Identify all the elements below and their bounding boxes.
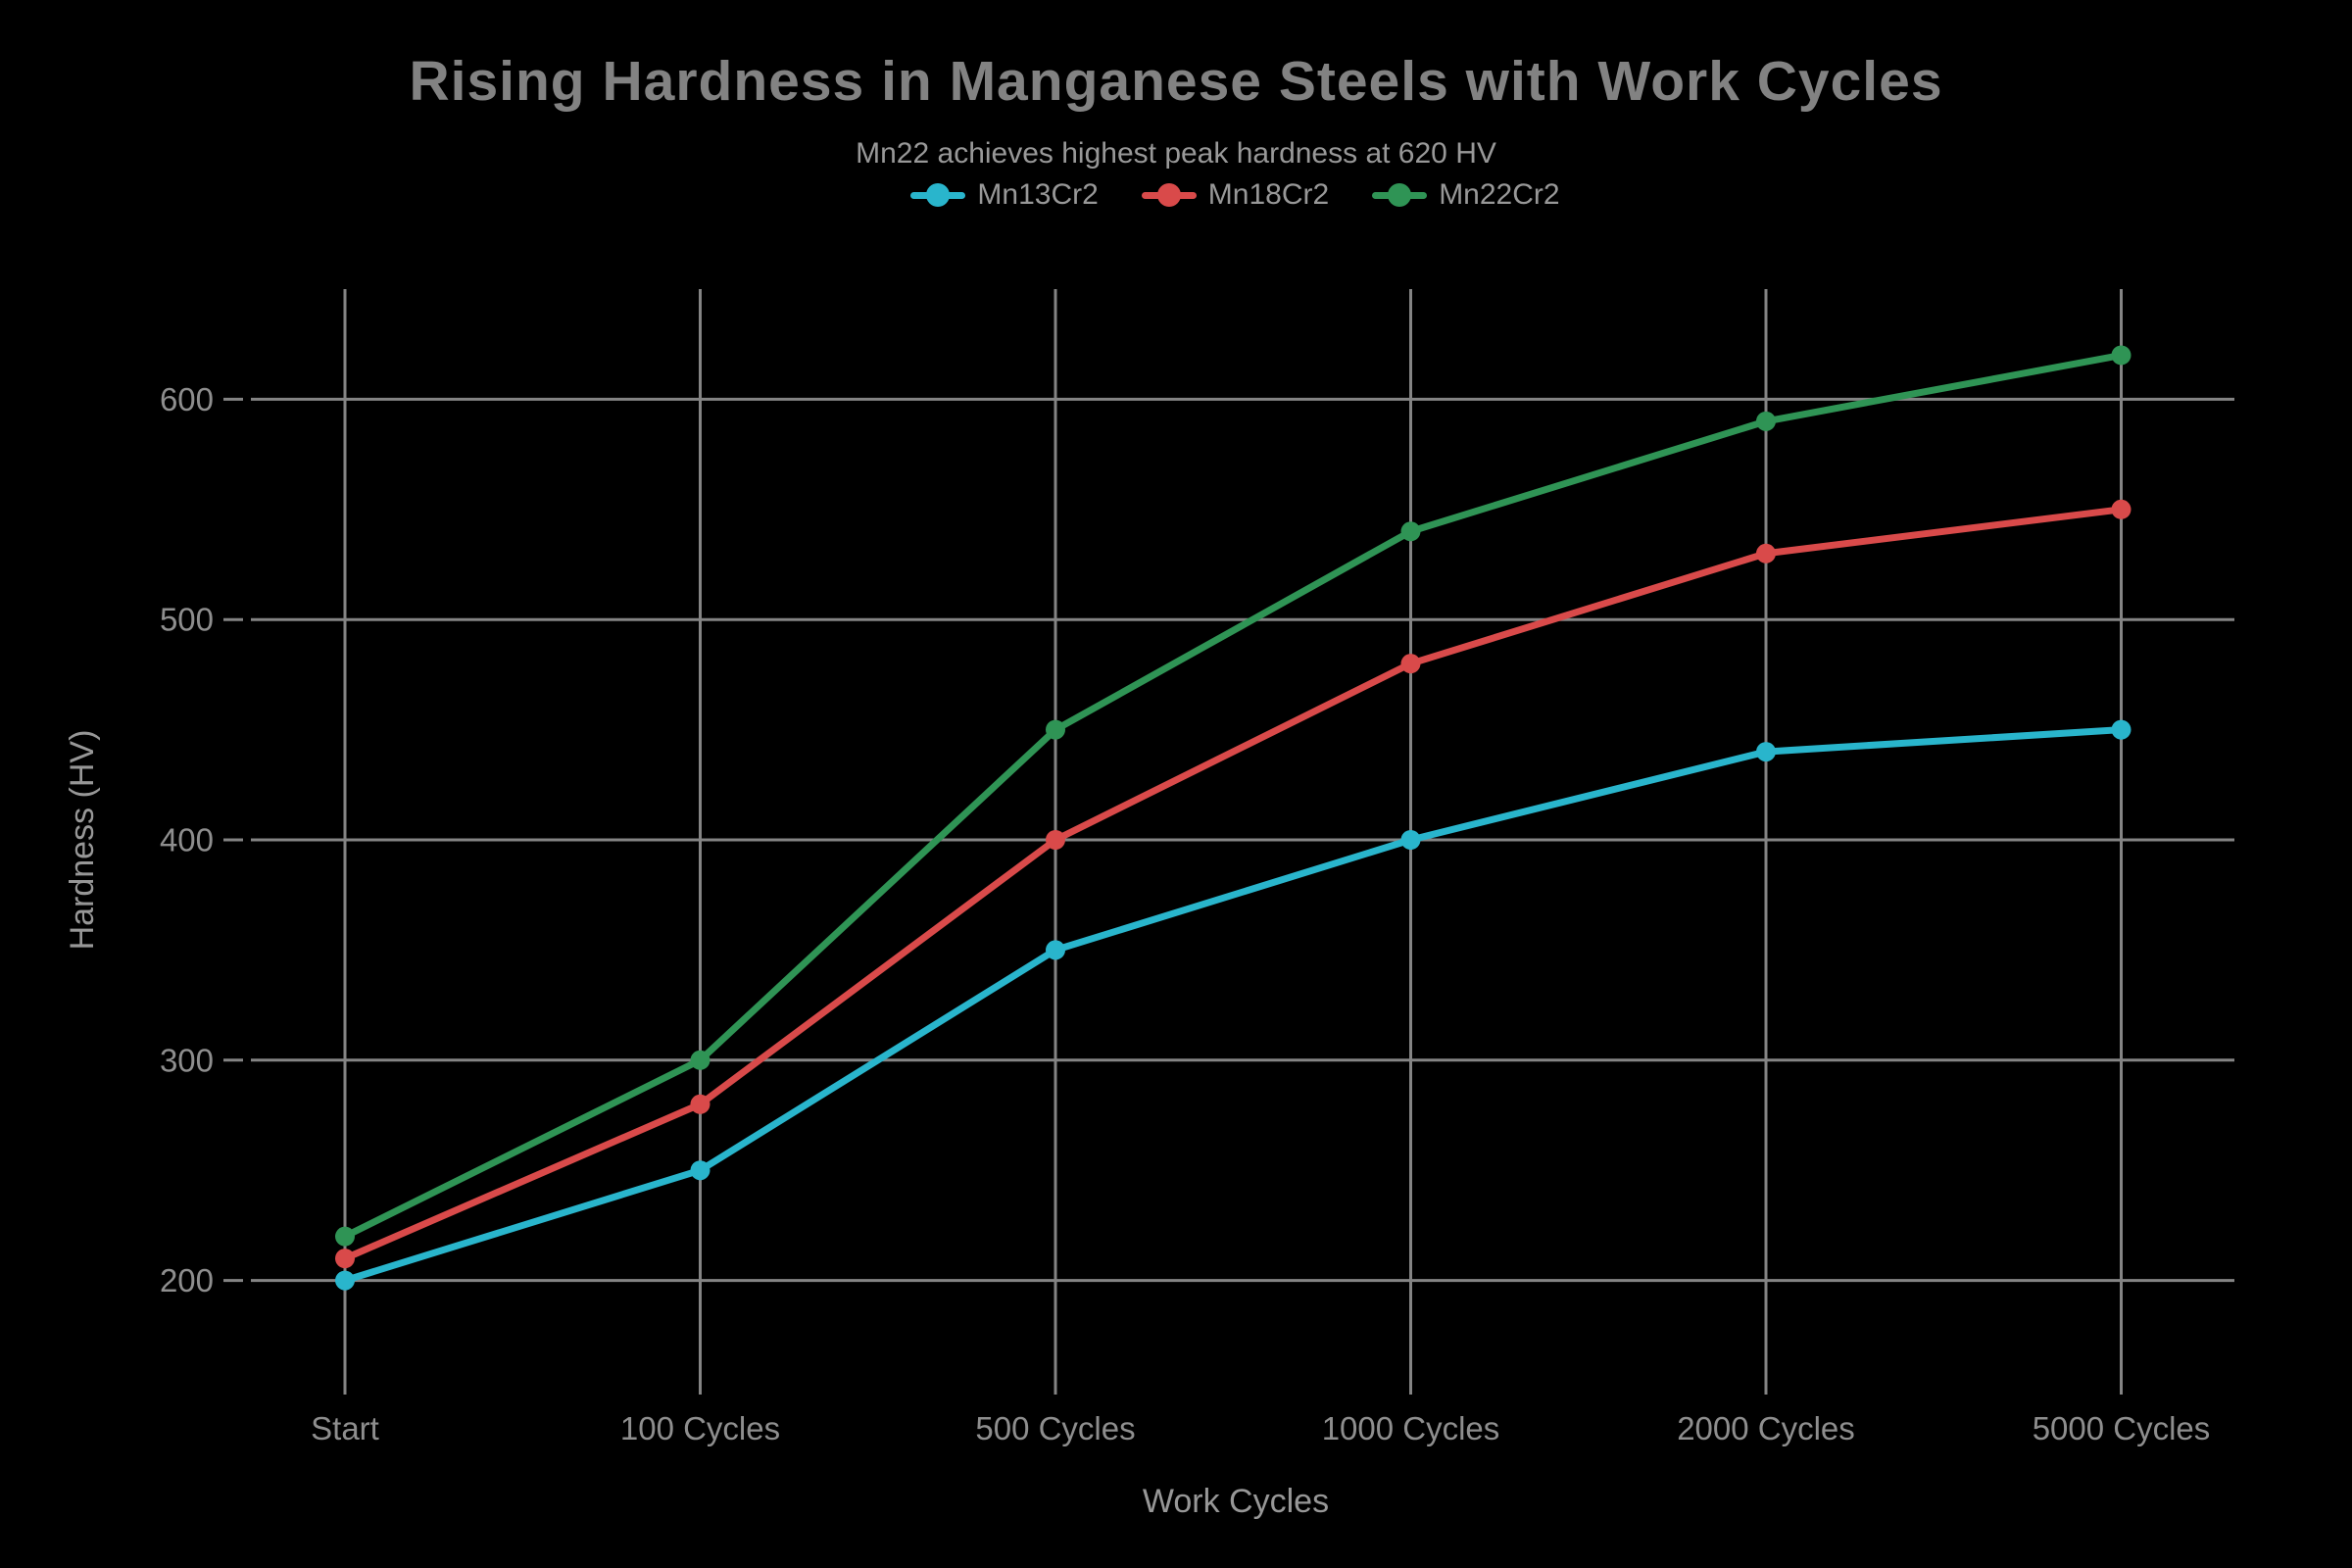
x-tick-label: 1000 Cycles (1322, 1410, 1500, 1446)
x-tick-label: 500 Cycles (975, 1410, 1135, 1446)
x-tick-label: 2000 Cycles (1677, 1410, 1855, 1446)
data-point (1046, 830, 1065, 850)
data-point (1400, 654, 1421, 674)
data-point (2111, 345, 2132, 366)
data-point (335, 1226, 355, 1247)
data-point (335, 1249, 355, 1269)
data-point (1756, 543, 1776, 564)
axis-tick-labels: 200 300 400 500 600 Start 100 Cycles 500 Cycles… (160, 381, 2210, 1446)
series-line-mn13cr2 (341, 726, 2125, 1285)
line-dot-marker-icon (1372, 182, 1428, 208)
x-tick-label: 100 Cycles (620, 1410, 780, 1446)
y-tick-label: 500 (160, 602, 214, 638)
y-tick-label: 200 (160, 1262, 214, 1298)
gridlines (223, 289, 2234, 1395)
y-axis-title: Hardness (HV) (64, 730, 101, 951)
data-point (690, 1094, 710, 1114)
data-point (1756, 411, 1776, 431)
series-line-mn18cr2 (341, 506, 2125, 1262)
legend-item-mn13cr2[interactable]: Mn13Cr2 (910, 178, 1099, 212)
data-point (690, 1050, 710, 1070)
series-line-mn22cr2 (341, 351, 2125, 1241)
y-tick-label: 400 (160, 822, 214, 858)
data-point (2111, 719, 2132, 740)
legend-label: Mn22Cr2 (1439, 178, 1560, 211)
y-tick-label: 300 (160, 1042, 214, 1078)
line-dot-marker-icon (1141, 182, 1197, 208)
data-point (1400, 830, 1421, 850)
y-tick-label: 600 (160, 381, 214, 417)
data-point (690, 1160, 710, 1181)
data-point (2111, 499, 2132, 519)
chart-title: Rising Hardness in Manganese Steels with… (409, 50, 1943, 113)
legend: Mn13Cr2 Mn18Cr2 Mn22Cr2 (236, 178, 2234, 212)
line-dot-marker-icon (910, 182, 966, 208)
data-series (335, 345, 2132, 1291)
legend-item-mn22cr2[interactable]: Mn22Cr2 (1372, 178, 1560, 212)
legend-item-mn18cr2[interactable]: Mn18Cr2 (1141, 178, 1330, 212)
legend-label: Mn13Cr2 (977, 178, 1099, 211)
data-point (1756, 742, 1776, 762)
x-tick-label: 5000 Cycles (2033, 1410, 2211, 1446)
legend-label: Mn18Cr2 (1207, 178, 1330, 211)
data-point (1400, 521, 1421, 542)
data-point (1046, 719, 1065, 740)
data-point (335, 1270, 355, 1291)
x-tick-label: Start (311, 1410, 379, 1446)
x-axis-title: Work Cycles (1143, 1483, 1329, 1520)
chart-subtitle: Mn22 achieves highest peak hardness at 6… (856, 137, 1496, 170)
data-point (1046, 940, 1065, 960)
